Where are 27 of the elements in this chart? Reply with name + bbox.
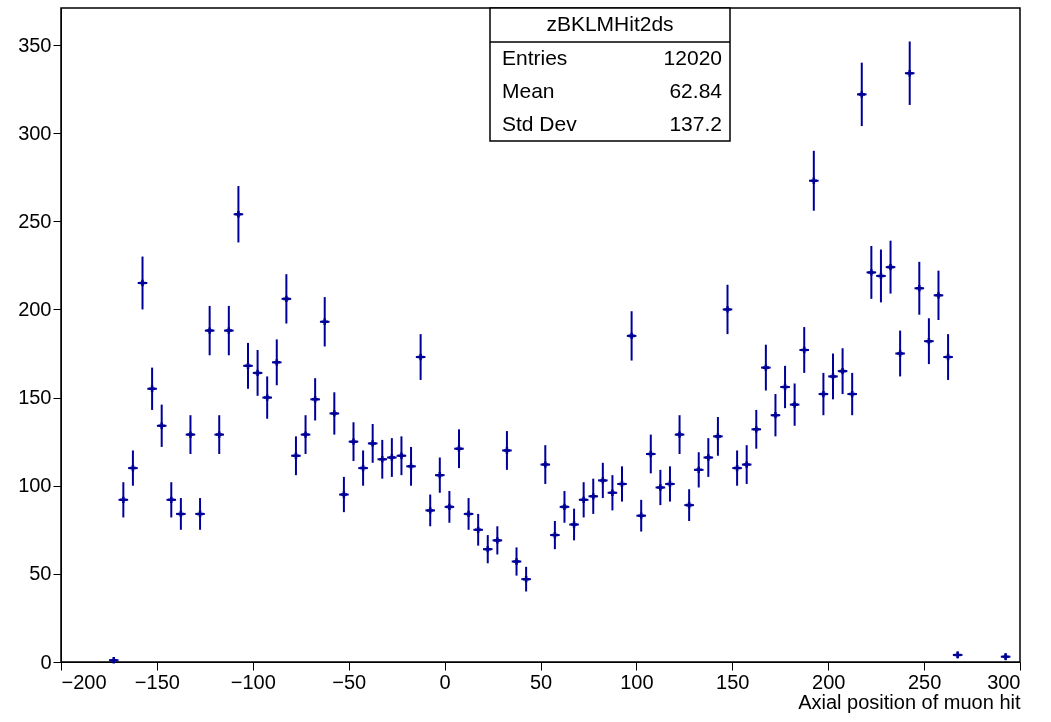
x-tick-label: −100 <box>230 670 276 693</box>
x-tick-label: 300 <box>987 670 1021 693</box>
annotation: Std Dev <box>502 111 578 135</box>
annotation: 62.84 <box>669 78 723 102</box>
x-tick-label: −200 <box>61 670 107 693</box>
x-axis-title: Axial position of muon hit <box>798 690 1021 713</box>
y-tick-label: 300 <box>18 121 52 144</box>
x-tick-label: 50 <box>529 670 553 693</box>
annotation: 12020 <box>663 45 722 69</box>
x-tick-label: 150 <box>716 670 750 693</box>
x-tick-label: 0 <box>439 670 451 693</box>
x-tick-label: −150 <box>134 670 180 693</box>
annotation: Mean <box>502 78 555 102</box>
y-tick-label: 250 <box>18 209 52 232</box>
x-tick-label: 250 <box>907 670 942 693</box>
x-tick-label: 200 <box>812 670 846 693</box>
y-tick-label: 100 <box>18 474 52 497</box>
y-tick-label: 150 <box>18 386 52 409</box>
chart-title: zBKLMHit2ds <box>546 12 674 35</box>
x-tick-label: 100 <box>620 670 654 693</box>
y-tick-label: 0 <box>40 650 52 673</box>
y-tick-label: 50 <box>29 562 52 585</box>
x-tick-label: −50 <box>332 670 367 693</box>
annotation: Entries <box>502 45 568 69</box>
y-tick-label: 200 <box>18 297 52 320</box>
y-tick-label: 350 <box>18 33 52 56</box>
annotation: 137.2 <box>669 111 722 135</box>
